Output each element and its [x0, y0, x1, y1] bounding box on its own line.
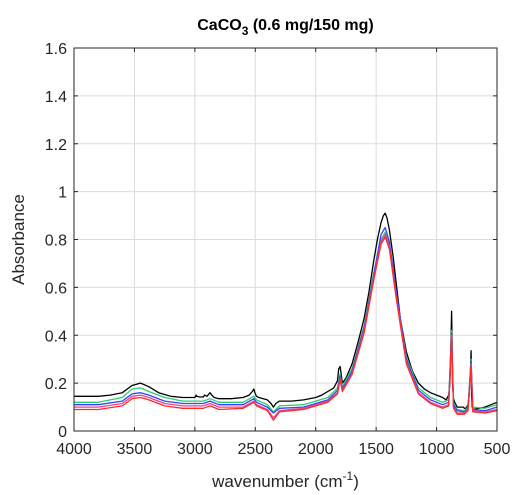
y-tick-label: 1.2 [45, 137, 67, 154]
y-tick-label: 1.6 [45, 41, 67, 58]
x-tick-label: 3500 [117, 441, 153, 458]
x-tick-label: 2500 [237, 441, 273, 458]
x-tick-label: 3000 [177, 441, 213, 458]
x-tick-label: 500 [484, 441, 511, 458]
chart-title: CaCO3 (0.6 mg/150 mg) [197, 17, 374, 38]
axis-ticks [73, 47, 498, 432]
y-axis-label: Absorbance [9, 194, 28, 285]
x-tick-label: 1500 [358, 441, 394, 458]
y-tick-labels: 0 0.2 0.4 0.6 0.8 1 1.2 1.4 1.6 [45, 41, 67, 441]
y-tick-label: 1 [58, 185, 67, 202]
x-tick-label: 2000 [298, 441, 334, 458]
x-tick-label: 1000 [419, 441, 455, 458]
y-tick-label: 0.6 [45, 280, 67, 297]
x-axis-label: wavenumber (cm-1) [211, 469, 359, 491]
y-tick-label: 0 [58, 424, 67, 441]
series-line-5 [74, 236, 498, 421]
y-tick-label: 1.4 [45, 89, 67, 106]
title-subscript: 3 [242, 24, 249, 38]
y-tick-label: 0.8 [45, 233, 67, 250]
x-axis-label-superscript: -1 [343, 469, 354, 483]
series-group [74, 212, 498, 421]
x-tick-label: 4000 [56, 441, 92, 458]
x-tick-labels: 4000 3500 3000 2500 2000 1500 1000 500 [56, 441, 510, 458]
y-tick-label: 0.4 [45, 328, 67, 345]
y-tick-label: 0.2 [45, 376, 67, 393]
series-line-1 [74, 212, 498, 411]
